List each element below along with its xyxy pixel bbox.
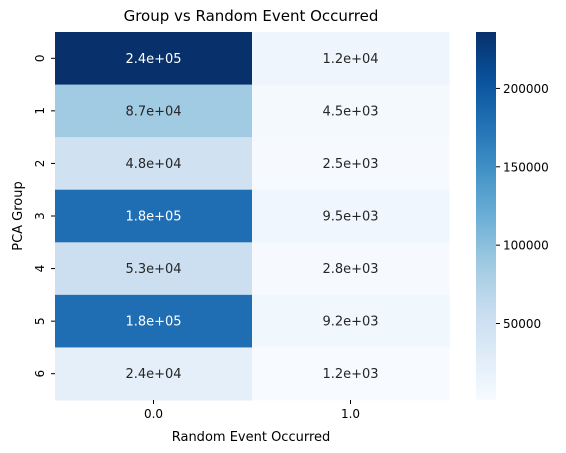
cell-value-label: 4.5e+03 bbox=[322, 104, 378, 119]
cell-value-label: 4.8e+04 bbox=[125, 157, 181, 172]
y-tick-label: 4 bbox=[33, 265, 47, 273]
y-tick-label: 2 bbox=[33, 160, 47, 168]
colorbar-tick-label: 150000 bbox=[503, 160, 549, 174]
cell-value-label: 5.3e+04 bbox=[125, 262, 181, 277]
cell-value-label: 1.2e+04 bbox=[322, 52, 378, 67]
cell-value-label: 9.5e+03 bbox=[322, 210, 378, 225]
y-tick-label: 1 bbox=[33, 107, 47, 115]
y-axis-ticks: 0 1 2 3 4 5 6 bbox=[33, 54, 55, 378]
heatmap-cell bbox=[252, 189, 450, 243]
cell-value-label: 9.2e+03 bbox=[322, 315, 378, 330]
y-tick-label: 6 bbox=[33, 370, 47, 378]
heatmap-cell bbox=[252, 294, 450, 348]
heatmap-cell bbox=[252, 242, 450, 296]
cell-value-label: 1.8e+05 bbox=[125, 315, 181, 330]
cell-value-label: 8.7e+04 bbox=[125, 104, 181, 119]
heatmap-cell bbox=[252, 347, 450, 401]
heatmap-cell bbox=[55, 84, 253, 138]
heatmap-cell bbox=[55, 242, 253, 296]
heatmap-cell bbox=[55, 32, 253, 86]
cell-value-label: 1.2e+03 bbox=[322, 367, 378, 382]
colorbar: 50000 100000 150000 200000 bbox=[476, 32, 549, 400]
colorbar-tick-label: 50000 bbox=[503, 317, 541, 331]
heatmap-cell bbox=[55, 189, 253, 243]
heatmap-cell bbox=[55, 347, 253, 401]
y-tick-label: 0 bbox=[33, 54, 47, 62]
heatmap-cell bbox=[252, 32, 450, 86]
x-axis-label: Random Event Occurred bbox=[172, 430, 331, 445]
x-tick-label: 1.0 bbox=[341, 407, 360, 421]
heatmap-cell bbox=[252, 84, 450, 138]
cell-value-label: 2.5e+03 bbox=[322, 157, 378, 172]
y-tick-label: 5 bbox=[33, 317, 47, 325]
heatmap-cell bbox=[252, 137, 450, 191]
cell-value-label: 2.4e+04 bbox=[125, 367, 181, 382]
heatmap-cell bbox=[55, 294, 253, 348]
cell-value-label: 2.8e+03 bbox=[322, 262, 378, 277]
colorbar-tick-label: 100000 bbox=[503, 239, 549, 253]
cell-value-label: 1.8e+05 bbox=[125, 210, 181, 225]
heatmap-cell bbox=[55, 137, 253, 191]
y-axis-label: PCA Group bbox=[11, 181, 26, 251]
cell-value-label: 2.4e+05 bbox=[125, 52, 181, 67]
x-tick-label: 0.0 bbox=[144, 407, 163, 421]
heatmap-cells: 2.4e+05 1.2e+04 8.7e+04 4.5e+03 4.8e+04 2.5e+… bbox=[55, 32, 450, 401]
x-axis-ticks: 0.0 1.0 bbox=[144, 400, 360, 421]
colorbar-tick-label: 200000 bbox=[503, 82, 549, 96]
y-tick-label: 3 bbox=[33, 212, 47, 220]
colorbar-gradient bbox=[476, 32, 496, 400]
chart-title: Group vs Random Event Occurred bbox=[124, 7, 379, 25]
